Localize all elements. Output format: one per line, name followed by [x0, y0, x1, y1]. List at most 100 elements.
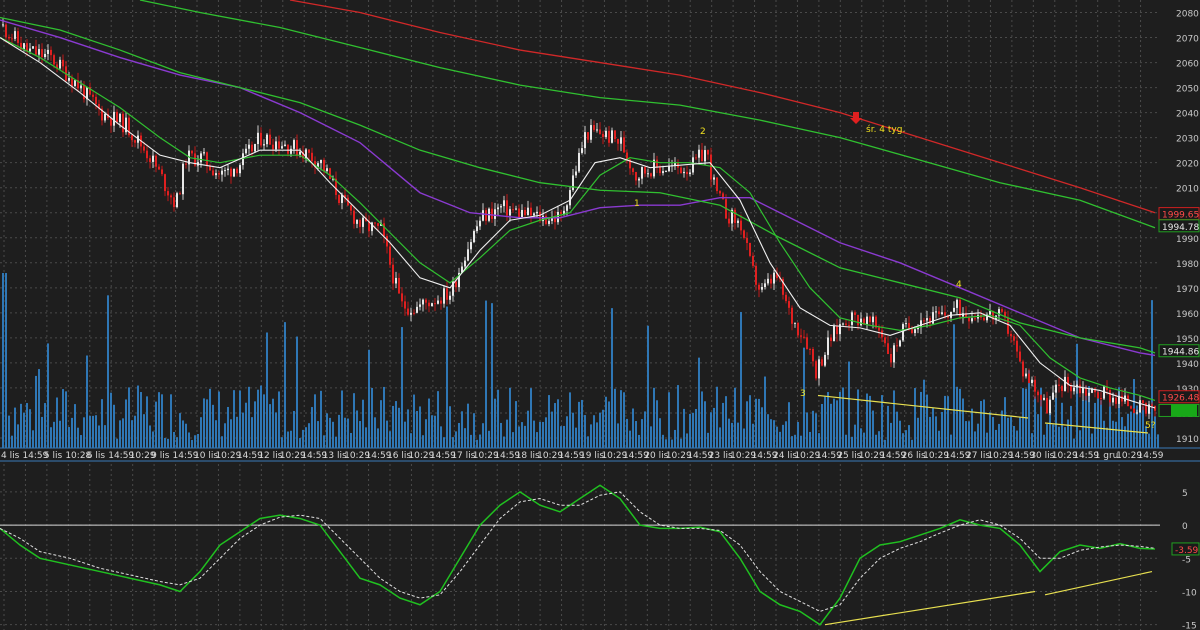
volume-bar: [449, 406, 451, 448]
volume-bar: [398, 407, 400, 448]
volume-bar: [665, 439, 667, 448]
candle-body: [1019, 351, 1021, 362]
volume-bar: [62, 389, 64, 448]
volume-bar: [263, 394, 265, 448]
candle-body: [338, 194, 340, 203]
candle-body: [899, 340, 901, 347]
volume-bar: [485, 300, 487, 448]
candle-body: [1058, 384, 1060, 386]
candle-body: [581, 148, 583, 153]
candle-body: [662, 171, 664, 174]
volume-bar: [683, 408, 685, 448]
volume-bar: [1082, 400, 1084, 448]
oscillator-chart[interactable]: 5 0 -5 -10 -15 -3.59: [0, 464, 1200, 630]
candle-body: [539, 211, 541, 222]
x-tick-label: 1 gru: [1095, 451, 1119, 461]
candle-body: [317, 163, 319, 167]
candle-body: [1121, 395, 1123, 402]
volume-bar: [77, 427, 79, 448]
x-tick-label: 14:59: [301, 451, 327, 461]
volume-bar: [536, 432, 538, 448]
volume-bar: [1001, 410, 1003, 448]
volume-bar: [1124, 426, 1126, 448]
volume-bar: [893, 390, 895, 448]
candle-body: [653, 159, 655, 177]
candle-body: [1106, 386, 1108, 391]
candle-body: [119, 113, 121, 123]
candle-body: [392, 264, 394, 284]
osc-trendline[interactable]: [824, 590, 1036, 626]
x-tick-label: 14:59: [108, 451, 134, 461]
y-tick-label: 2050: [1176, 85, 1199, 95]
volume-bar: [1103, 420, 1105, 448]
candle-body: [932, 312, 934, 324]
candle-body: [872, 316, 874, 323]
trendline[interactable]: [817, 394, 1029, 419]
volume-bar: [251, 417, 253, 448]
candle-body: [437, 300, 439, 304]
volume-bar: [1079, 430, 1081, 448]
volume-bar: [980, 401, 982, 448]
x-tick-label: 14:59: [22, 451, 48, 461]
candle-body: [638, 178, 640, 181]
volume-bar: [716, 386, 718, 448]
candle-body: [659, 166, 661, 174]
candle-body: [1025, 373, 1027, 377]
price-chart[interactable]: 1910192019301940195019601970198019902000…: [0, 0, 1200, 462]
osc-background: [0, 464, 1200, 630]
volume-bar: [809, 431, 811, 448]
volume-bar: [719, 427, 721, 448]
candle-body: [182, 163, 184, 195]
volume-bar: [68, 427, 70, 448]
trendline[interactable]: [1044, 422, 1149, 434]
volume-bar: [1007, 417, 1009, 448]
candle-body: [719, 191, 721, 194]
osc-signal-line: [0, 491, 1156, 612]
volume-bar: [581, 399, 583, 448]
volume-bar: [125, 399, 127, 448]
candle-body: [818, 359, 820, 379]
candle-body: [938, 311, 940, 315]
volume-bar: [287, 431, 289, 448]
candle-body: [1151, 404, 1153, 406]
volume-bar: [323, 435, 325, 448]
candle-body: [887, 343, 889, 355]
candle-body: [1082, 387, 1084, 394]
candle-body: [800, 335, 802, 337]
volume-bar: [182, 420, 184, 448]
volume-bar: [773, 420, 775, 448]
volume-bar: [146, 396, 148, 448]
candle-body: [344, 194, 346, 198]
candle-body: [434, 303, 436, 305]
candle-body: [1049, 399, 1051, 414]
candle-body: [383, 223, 385, 237]
volume-bar: [458, 423, 460, 448]
candle-body: [380, 223, 382, 226]
osc-trendline[interactable]: [1044, 570, 1153, 596]
candle-body: [749, 243, 751, 256]
candle-body: [809, 349, 811, 351]
candle-body: [461, 266, 463, 273]
volume-bar: [959, 388, 961, 448]
volume-bar: [1088, 386, 1090, 448]
volume-bar: [1076, 343, 1078, 448]
down-arrow-icon: [850, 112, 862, 124]
x-tick-label: 10 lis: [194, 451, 218, 461]
candle-body: [68, 78, 70, 81]
volume-bar: [11, 435, 13, 448]
volume-bar: [833, 398, 835, 448]
volume-bar: [425, 419, 427, 448]
volume-bar: [908, 425, 910, 448]
volume-bar: [521, 422, 523, 448]
candle-body: [647, 173, 649, 175]
price-value-label: 1944.86: [1158, 344, 1200, 358]
volume-bar: [80, 435, 82, 448]
candle-body: [521, 209, 523, 218]
candle-body: [584, 132, 586, 149]
candle-body: [356, 220, 358, 224]
price-label-fill: [1171, 404, 1197, 417]
candle-body: [212, 170, 214, 176]
candle-body: [848, 324, 850, 326]
volume-bar: [1094, 402, 1096, 448]
volume-bar: [401, 327, 403, 448]
